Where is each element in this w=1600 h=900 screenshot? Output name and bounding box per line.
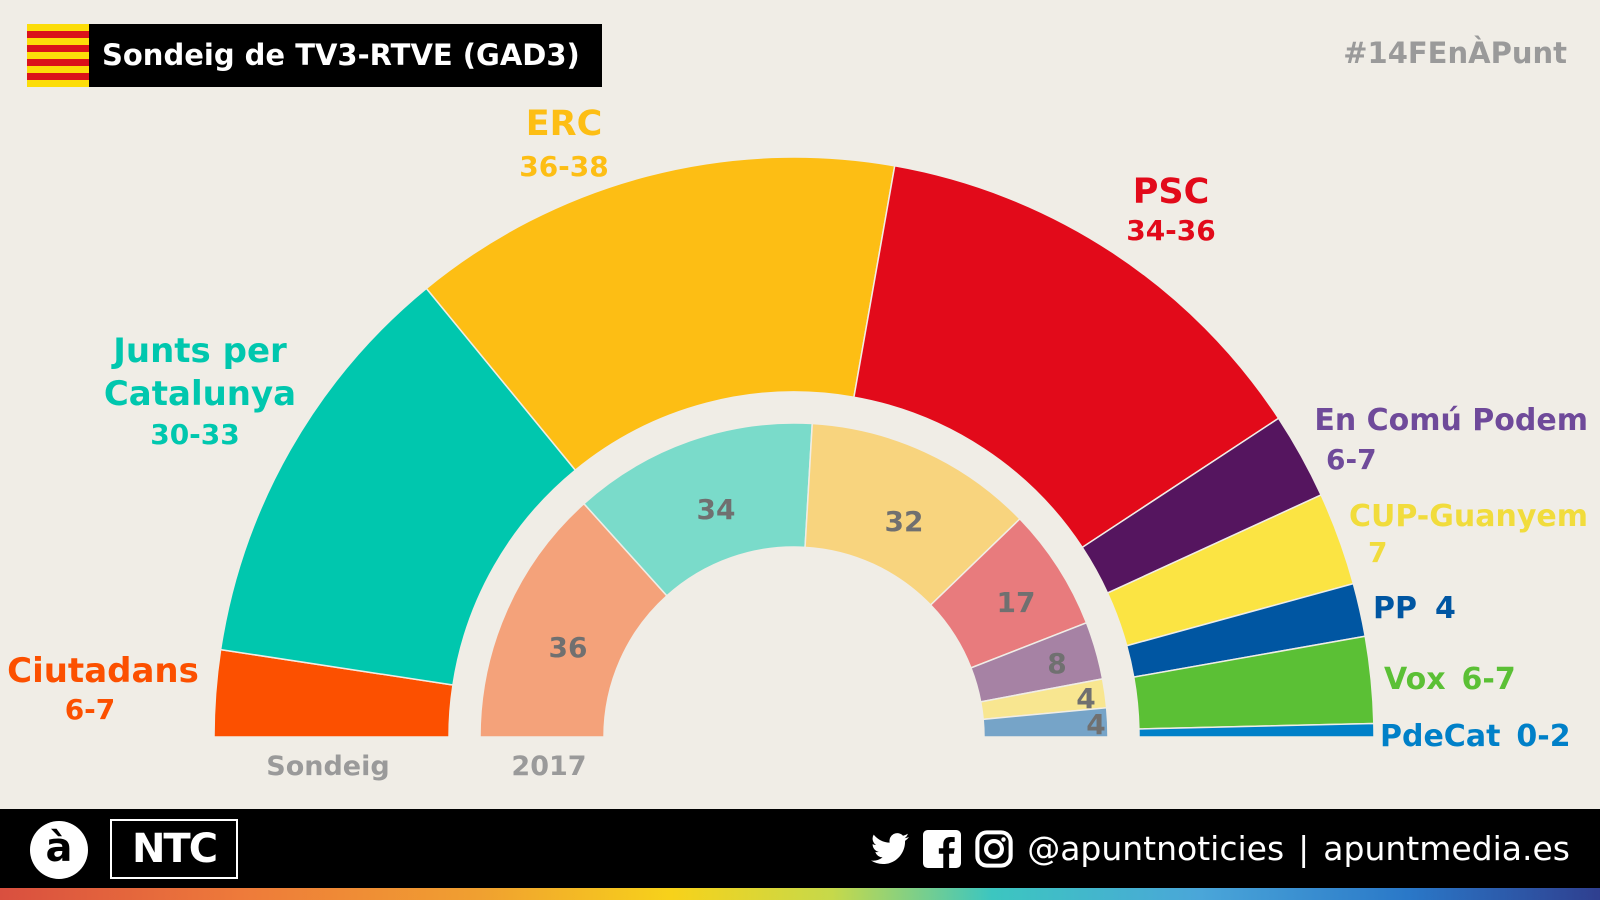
header: Sondeig de TV3-RTVE (GAD3): [27, 24, 602, 87]
website-link[interactable]: apuntmedia.es: [1323, 829, 1570, 868]
segment-psc: [853, 164, 1280, 549]
rainbow-strip: [0, 888, 1600, 900]
inner-value-label: 36: [549, 631, 588, 664]
segment-pdecat: [1138, 722, 1375, 738]
inner-value-label: 4: [1076, 682, 1095, 715]
label-junts-range: 30-33: [150, 418, 240, 451]
separator: |: [1298, 829, 1310, 868]
page-title: Sondeig de TV3-RTVE (GAD3): [89, 24, 602, 87]
facebook-icon[interactable]: [923, 829, 962, 868]
ntc-logo: NTC: [110, 819, 238, 879]
apunt-logo: à: [30, 821, 88, 879]
label-pdecat: PdeCat 0-2: [1380, 719, 1571, 754]
social-handle[interactable]: @apuntnoticies: [1027, 829, 1285, 868]
label-erc-name: ERC: [526, 104, 603, 144]
ring-label-2017: 2017: [511, 751, 586, 782]
label-cup-name: CUP-Guanyem: [1349, 499, 1588, 534]
instagram-icon[interactable]: [975, 829, 1013, 868]
label-vox: Vox 6-7: [1384, 662, 1516, 697]
segment-2017-6: [982, 706, 1109, 738]
label-junts-name-2: Catalunya: [104, 374, 296, 414]
label-comu-name: En Comú Podem: [1314, 403, 1588, 438]
label-psc-name: PSC: [1133, 172, 1210, 212]
inner-value-label: 34: [697, 493, 736, 526]
label-psc-range: 34-36: [1126, 214, 1216, 247]
inner-value-label: 4: [1086, 708, 1105, 741]
hashtag: #14FEnÀPunt: [1343, 36, 1567, 70]
catalan-flag-icon: [27, 24, 89, 87]
inner-value-label: 8: [1047, 647, 1066, 680]
label-pp: PP 4: [1373, 591, 1456, 626]
segment-erc: [425, 156, 896, 472]
label-cup-range: 7: [1368, 536, 1387, 569]
inner-value-label: 17: [997, 586, 1036, 619]
label-cs-name: Ciutadans: [7, 651, 199, 691]
inner-value-label: 32: [885, 505, 924, 538]
footer: à NTC @apuntnoticies | apuntmedia.es: [0, 809, 1600, 888]
label-erc-range: 36-38: [519, 150, 609, 183]
label-comu-range: 6-7: [1326, 443, 1377, 476]
sondeig-ring: [213, 156, 1375, 738]
label-junts-name-1: Junts per: [111, 331, 287, 371]
segment-junts-per-catalunya: [219, 287, 577, 686]
twitter-icon[interactable]: [871, 830, 910, 868]
ring-label-sondeig: Sondeig: [266, 751, 389, 782]
social-links: @apuntnoticies | apuntmedia.es: [871, 809, 1570, 888]
ring-2017: [479, 422, 1109, 738]
label-cs-range: 6-7: [65, 693, 116, 726]
